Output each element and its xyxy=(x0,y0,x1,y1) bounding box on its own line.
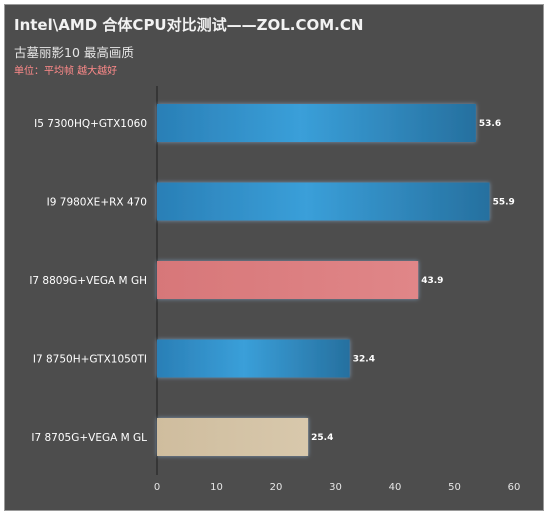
x-tick-label: 40 xyxy=(389,482,402,493)
x-tick-label: 20 xyxy=(270,482,283,493)
x-tick-label: 60 xyxy=(508,482,521,493)
category-label: I5 7300HQ+GTX1060 xyxy=(34,118,147,130)
data-label: 25.4 xyxy=(311,433,333,443)
data-label: 53.6 xyxy=(479,119,501,129)
category-label: I7 8750H+GTX1050TI xyxy=(33,354,147,366)
x-tick-label: 50 xyxy=(448,482,461,493)
x-tick-label: 0 xyxy=(154,482,160,493)
data-label: 55.9 xyxy=(493,198,515,208)
x-tick-label: 10 xyxy=(210,482,223,493)
bar xyxy=(157,339,350,378)
bar xyxy=(157,182,490,221)
bar xyxy=(157,104,476,142)
chart-subtitle: 古墓丽影10 最高画质 xyxy=(14,45,134,60)
bar xyxy=(157,418,309,456)
plot-area: I5 7300HQ+GTX1060 53.6 I9 7980XE+RX 470 55.… xyxy=(29,86,520,493)
chart-title: Intel\AMD 合体CPU对比测试——ZOL.COM.CN xyxy=(14,16,364,34)
x-tick-label: 30 xyxy=(329,482,342,493)
data-label: 43.9 xyxy=(421,276,443,286)
category-label: I7 8809G+VEGA M GH xyxy=(29,275,147,287)
data-label: 32.4 xyxy=(353,355,375,365)
category-label: I9 7980XE+RX 470 xyxy=(47,197,147,209)
unit-note: 单位：平均帧 越大越好 xyxy=(14,66,118,77)
category-label: I7 8705G+VEGA M GL xyxy=(31,432,147,444)
bar xyxy=(157,261,419,299)
